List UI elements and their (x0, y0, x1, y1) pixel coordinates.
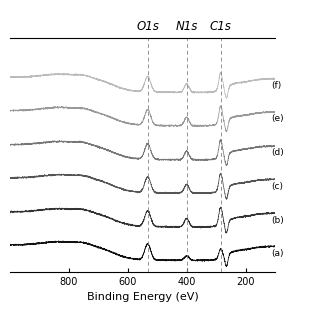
Text: (e): (e) (271, 114, 284, 124)
Text: O1s: O1s (136, 20, 159, 33)
Text: (a): (a) (271, 249, 283, 258)
Text: (d): (d) (271, 148, 284, 157)
Text: (b): (b) (271, 216, 284, 225)
Text: C1s: C1s (210, 20, 232, 33)
Text: (c): (c) (271, 182, 283, 191)
Text: N1s: N1s (175, 20, 198, 33)
Text: (f): (f) (271, 81, 281, 90)
X-axis label: Binding Energy (eV): Binding Energy (eV) (86, 292, 198, 302)
